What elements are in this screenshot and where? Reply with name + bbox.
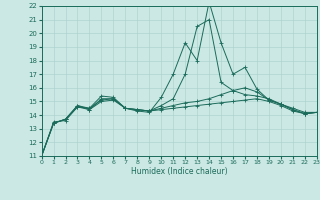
X-axis label: Humidex (Indice chaleur): Humidex (Indice chaleur) — [131, 167, 228, 176]
